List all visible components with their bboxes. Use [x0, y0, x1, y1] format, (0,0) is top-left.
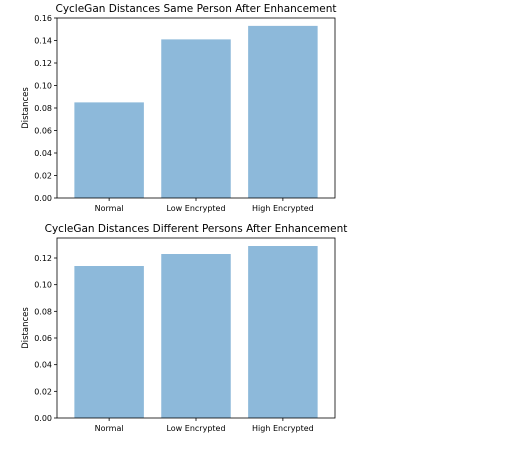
chart-different-persons: CycleGan Distances Different Persons Aft… — [21, 223, 347, 433]
y-tick-label: 0.00 — [34, 414, 52, 423]
plot-frame — [56, 237, 336, 419]
x-tick-label: Low Encrypted — [166, 204, 225, 213]
chart-title: CycleGan Distances Same Person After Enh… — [55, 3, 336, 15]
y-ticks: 0.00 0.02 0.04 0.06 0.08 0.10 0.12 0.14 0.16 — [34, 14, 57, 203]
bar — [161, 254, 231, 418]
bar — [248, 25, 318, 199]
bar — [74, 266, 144, 418]
y-tick-label: 0.02 — [34, 387, 52, 396]
y-tick-label: 0.12 — [34, 59, 52, 68]
y-tick-label: 0.12 — [34, 254, 52, 263]
bar — [74, 102, 144, 199]
x-tick-label: Normal — [95, 424, 124, 433]
plot-frame — [56, 17, 336, 199]
bar — [248, 246, 318, 418]
y-tick-label: 0.10 — [34, 281, 52, 290]
bars — [74, 25, 318, 199]
y-tick-label: 0.06 — [34, 127, 52, 136]
y-tick-label: 0.16 — [34, 14, 52, 23]
y-axis-label: Distances — [21, 307, 31, 349]
y-tick-label: 0.04 — [34, 149, 52, 158]
y-tick-label: 0.10 — [34, 82, 52, 91]
y-tick-label: 0.00 — [34, 194, 52, 203]
x-tick-label: Normal — [95, 204, 124, 213]
x-ticks: Normal Low Encrypted High Encrypted — [95, 198, 314, 213]
y-tick-label: 0.14 — [34, 37, 52, 46]
bar — [161, 39, 231, 198]
chart-title: CycleGan Distances Different Persons Aft… — [45, 223, 348, 235]
chart-same-person: CycleGan Distances Same Person After Enh… — [21, 3, 337, 213]
bars — [74, 246, 318, 418]
y-axis-label: Distances — [21, 87, 31, 129]
x-tick-label: High Encrypted — [252, 204, 314, 213]
y-tick-label: 0.08 — [34, 104, 52, 113]
y-tick-label: 0.04 — [34, 361, 52, 370]
y-ticks: 0.00 0.02 0.04 0.06 0.08 0.10 0.12 — [34, 254, 57, 423]
y-tick-label: 0.06 — [34, 334, 52, 343]
x-tick-label: High Encrypted — [252, 424, 314, 433]
y-tick-label: 0.02 — [34, 172, 52, 181]
y-tick-label: 0.08 — [34, 307, 52, 316]
x-ticks: Normal Low Encrypted High Encrypted — [95, 418, 314, 433]
x-tick-label: Low Encrypted — [166, 424, 225, 433]
